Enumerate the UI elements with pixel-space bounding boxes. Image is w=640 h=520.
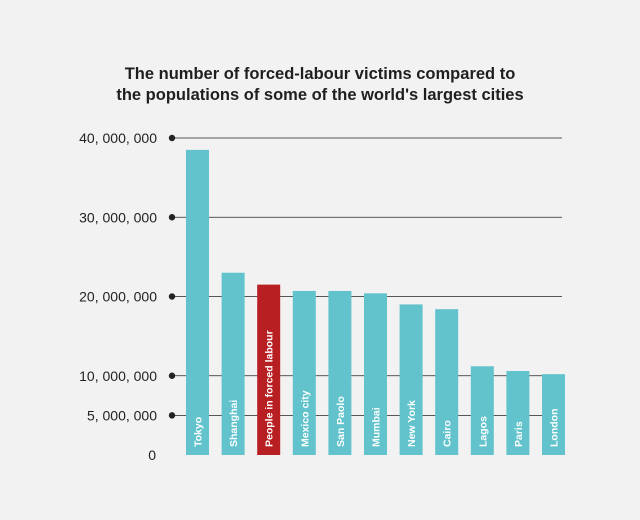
bar-category-label: San Paolo xyxy=(335,396,347,447)
bar xyxy=(364,293,387,455)
bar xyxy=(292,290,316,455)
bar xyxy=(257,284,281,455)
bar-category-label: New York xyxy=(406,400,418,447)
y-tick-label: 10, 000, 000 xyxy=(79,368,157,384)
tick-dot xyxy=(168,214,176,221)
y-tick-label: 5, 000, 000 xyxy=(87,407,157,423)
bar-category-label: Shanghai xyxy=(228,400,240,447)
tick-dot xyxy=(168,293,176,300)
tick-dot xyxy=(168,134,176,142)
bar-category-label: Paris xyxy=(513,421,525,447)
bar-category-label: Mexico city xyxy=(299,390,311,447)
tick-dot xyxy=(168,412,176,419)
tick-dot xyxy=(168,372,176,379)
bars: Tokyo Shanghai People in forced labour Mexi… xyxy=(186,149,565,455)
bar-category-label: Cairo xyxy=(442,420,454,447)
y-tick-label: 30, 000, 000 xyxy=(79,209,157,225)
bar xyxy=(435,309,459,455)
bar xyxy=(186,149,209,455)
chart-title-line-2: the populations of some of the world's l… xyxy=(116,86,523,104)
bar-category-label: Tokyo xyxy=(193,417,205,447)
bar-category-label: People in forced labour xyxy=(264,330,276,447)
bar-category-label: London xyxy=(549,409,561,447)
bar xyxy=(221,272,245,455)
bar xyxy=(328,290,352,455)
bar-category-label: Lagos xyxy=(477,416,489,447)
chart-title-line-1: The number of forced-labour victims comp… xyxy=(125,65,516,83)
bar xyxy=(470,366,494,455)
bar xyxy=(542,374,565,455)
y-tick-label: 40, 000, 000 xyxy=(79,130,157,146)
y-tick-label: 20, 000, 000 xyxy=(79,289,157,305)
bar xyxy=(399,304,423,455)
bar xyxy=(506,370,530,455)
y-tick-label: 0 xyxy=(148,447,156,463)
bar-category-label: Mumbai xyxy=(371,407,383,447)
